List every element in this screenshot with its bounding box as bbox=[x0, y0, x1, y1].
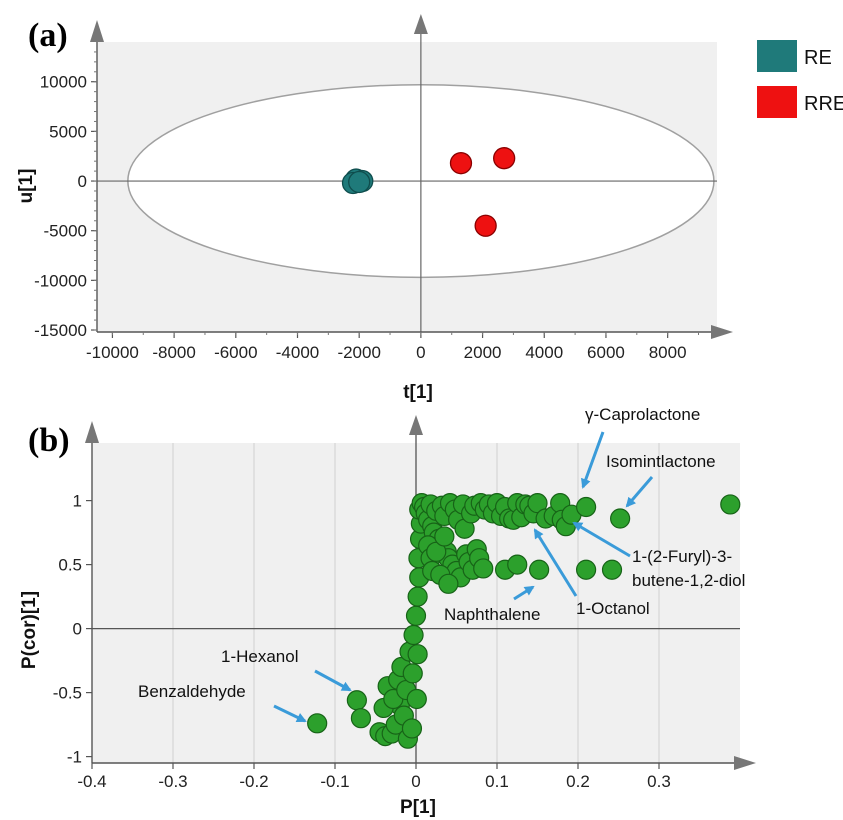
x-tick-label-b: -0.2 bbox=[239, 772, 268, 791]
data-point bbox=[601, 559, 623, 580]
annotation-furyl-line2: butene-1,2-diol bbox=[632, 571, 745, 590]
x-tick-label-b: -0.1 bbox=[320, 772, 349, 791]
arrow-furyl bbox=[572, 521, 631, 558]
x-tick-label-b: 0.3 bbox=[647, 772, 671, 791]
x-axis-arrowhead-a bbox=[711, 325, 733, 339]
y-tick-label-b: 1 bbox=[73, 492, 82, 511]
x-tick-label-b: 0.1 bbox=[485, 772, 509, 791]
arrow-gamma-caprolactone bbox=[581, 431, 605, 489]
x-tick-label-a: -2000 bbox=[337, 343, 380, 362]
x-tick-label-b: -0.3 bbox=[158, 772, 187, 791]
x-tick-label-b: 0 bbox=[411, 772, 420, 791]
arrow-1-octanol bbox=[533, 528, 578, 597]
legend-swatch-re bbox=[757, 40, 797, 72]
arrow-naphthalene bbox=[513, 585, 535, 601]
y-tick-label-a: 10000 bbox=[40, 73, 87, 92]
x-tick-label-a: 6000 bbox=[587, 343, 625, 362]
x-tick-label-a: 2000 bbox=[464, 343, 502, 362]
x-axis-title-a: t[1] bbox=[403, 382, 433, 403]
data-point bbox=[350, 708, 372, 729]
panel-b: (b) -0.4 -0.3 -0.2 -0.1 0 0.1 0.2 0.3 -1 -0.5 0 0.5… bbox=[19, 405, 756, 818]
y-tick-label-a: -5000 bbox=[44, 222, 87, 241]
y-tick-label-a: -15000 bbox=[34, 321, 87, 340]
x-tick-label-a: -4000 bbox=[276, 343, 319, 362]
data-point bbox=[403, 624, 424, 646]
data-point bbox=[610, 508, 631, 529]
data-point bbox=[434, 526, 455, 547]
x-tick-label-a: -8000 bbox=[152, 343, 195, 362]
annotation-1-octanol: 1-Octanol bbox=[576, 599, 650, 618]
y-tick-label-a: 0 bbox=[78, 172, 87, 191]
data-point bbox=[575, 559, 597, 580]
panel-a: (a) -10000 -8000 -6000 -4000 -2000 0 2000 4000 6… bbox=[16, 14, 843, 403]
arrow-1-hexanol bbox=[314, 669, 352, 692]
x-axis-arrowhead-b bbox=[734, 756, 756, 770]
panel-b-label: (b) bbox=[28, 422, 70, 459]
data-point bbox=[405, 605, 427, 626]
x-tick-label-a: -10000 bbox=[86, 343, 139, 362]
x-tick-label-a: 8000 bbox=[649, 343, 687, 362]
annotation-benzaldehyde: Benzaldehyde bbox=[138, 682, 246, 701]
data-point bbox=[407, 644, 428, 665]
data-point bbox=[720, 494, 741, 515]
annotation-furyl-line1: 1-(2-Furyl)-3- bbox=[632, 547, 732, 566]
y-tick-label-a: 5000 bbox=[49, 122, 87, 141]
data-point bbox=[407, 586, 428, 607]
annotation-gamma-caprolactone: γ-Caprolactone bbox=[585, 405, 700, 424]
y-axis-title-a: u[1] bbox=[16, 169, 37, 204]
x-tick-label-b: 0.2 bbox=[566, 772, 590, 791]
y-axis-arrowhead-a bbox=[90, 20, 104, 42]
point-rre bbox=[493, 147, 516, 170]
legend-label-rre: RRE bbox=[804, 93, 843, 115]
data-point bbox=[575, 496, 597, 518]
legend-label-re: RE bbox=[804, 47, 832, 69]
y-tick-label-b: 0.5 bbox=[58, 556, 82, 575]
data-point bbox=[402, 663, 423, 684]
arrow-benzaldehyde bbox=[273, 704, 307, 723]
x-axis-title-b: P[1] bbox=[400, 797, 436, 818]
y-axis-arrow-a bbox=[413, 14, 428, 34]
legend-swatch-rre bbox=[757, 86, 797, 118]
y-axis-arrowhead-b bbox=[85, 421, 99, 443]
data-point bbox=[507, 554, 528, 575]
annotation-1-hexanol: 1-Hexanol bbox=[221, 647, 299, 666]
data-point bbox=[529, 559, 550, 580]
data-point bbox=[346, 690, 367, 711]
data-point bbox=[438, 573, 459, 594]
data-point bbox=[307, 713, 328, 734]
panel-a-label: (a) bbox=[28, 17, 68, 54]
y-tick-label-b: 0 bbox=[73, 620, 82, 639]
x-tick-label-a: -6000 bbox=[214, 343, 257, 362]
annotations: γ-Caprolactone Isomintlactone 1-(2-Furyl… bbox=[138, 405, 745, 723]
data-point bbox=[406, 688, 427, 710]
arrow-isomintlactone bbox=[625, 476, 654, 508]
y-axis-arrow-b bbox=[409, 415, 423, 435]
legend: RE RRE bbox=[757, 40, 843, 118]
data-point bbox=[401, 718, 423, 739]
y-axis-title-b: P(cor)[1] bbox=[19, 591, 40, 669]
y-tick-label-b: -1 bbox=[67, 748, 82, 767]
x-tick-label-b: -0.4 bbox=[77, 772, 106, 791]
x-tick-label-a: 4000 bbox=[525, 343, 563, 362]
y-tick-label-b: -0.5 bbox=[53, 684, 82, 703]
y-tick-label-a: -10000 bbox=[34, 271, 87, 290]
point-rre bbox=[474, 214, 497, 237]
annotation-naphthalene: Naphthalene bbox=[444, 605, 540, 624]
x-tick-label-a: 0 bbox=[416, 343, 425, 362]
data-point bbox=[473, 558, 494, 579]
point-rre bbox=[449, 152, 473, 175]
point-re bbox=[348, 170, 371, 194]
annotation-isomintlactone: Isomintlactone bbox=[606, 452, 716, 471]
